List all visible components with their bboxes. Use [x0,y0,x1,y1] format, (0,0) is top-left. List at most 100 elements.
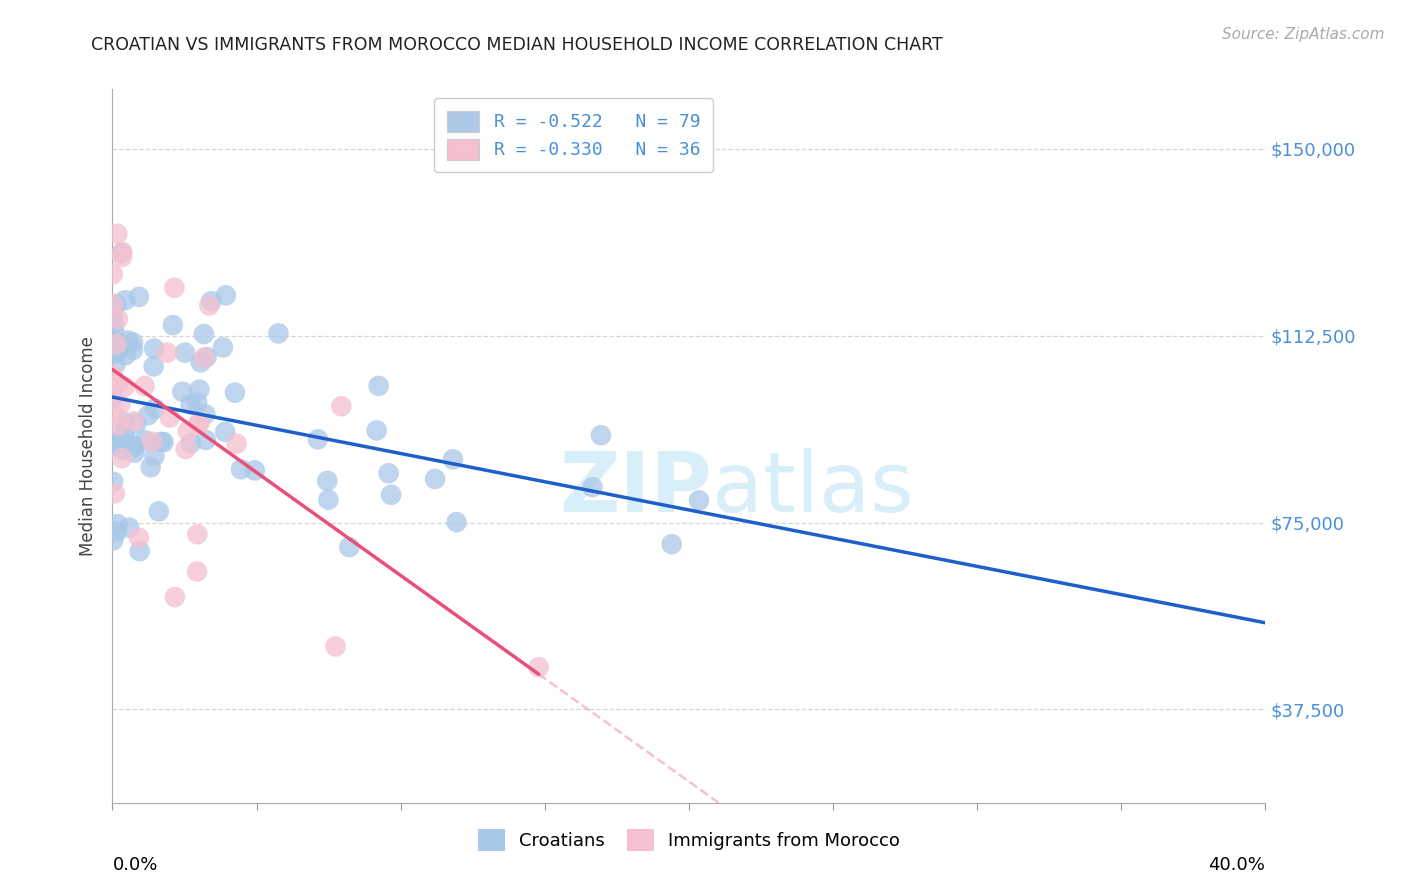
Point [110,246,132,260]
Point [267,326,290,341]
Point [105,227,128,241]
Point [104,486,127,500]
Point [143,401,166,416]
Point [118,520,141,534]
Point [103,533,125,548]
Point [128,290,150,304]
Point [114,426,136,441]
Point [180,436,202,450]
Point [103,346,125,360]
Point [186,565,208,579]
Point [101,297,124,311]
Point [134,379,156,393]
Point [174,442,197,456]
Point [103,435,125,450]
Point [114,416,136,430]
Point [104,440,127,454]
Point [212,340,235,354]
Point [114,380,136,394]
Point [188,417,211,431]
Point [122,335,145,350]
Point [224,385,246,400]
Point [111,245,134,260]
Point [380,488,402,502]
Point [441,452,464,467]
Text: Source: ZipAtlas.com: Source: ZipAtlas.com [1222,27,1385,42]
Point [111,250,134,264]
Point [688,493,710,508]
Y-axis label: Median Household Income: Median Household Income [79,336,97,556]
Point [337,540,360,554]
Text: CROATIAN VS IMMIGRANTS FROM MOROCCO MEDIAN HOUSEHOLD INCOME CORRELATION CHART: CROATIAN VS IMMIGRANTS FROM MOROCCO MEDI… [91,36,943,54]
Point [186,395,208,409]
Point [193,327,215,342]
Point [152,435,174,450]
Point [107,376,129,391]
Point [111,443,134,458]
Point [177,425,200,439]
Point [229,462,252,476]
Point [128,531,150,545]
Point [225,436,247,450]
Point [589,428,612,442]
Point [142,359,165,374]
Point [141,434,163,449]
Point [188,383,211,397]
Point [194,408,217,422]
Point [215,288,238,302]
Point [108,339,131,353]
Point [143,342,166,356]
Point [122,438,145,452]
Point [186,527,208,541]
Point [143,449,166,463]
Point [243,463,266,477]
Point [163,590,186,604]
Point [198,299,221,313]
Point [180,398,202,412]
Point [101,368,124,383]
Point [136,409,159,423]
Text: 0.0%: 0.0% [112,856,157,874]
Point [195,350,218,364]
Point [330,399,353,413]
Point [128,544,150,558]
Point [105,524,128,539]
Point [107,517,129,532]
Point [174,345,197,359]
Point [104,358,127,372]
Point [105,297,128,311]
Point [103,408,125,422]
Text: 40.0%: 40.0% [1209,856,1265,874]
Point [101,392,124,406]
Point [148,504,170,518]
Point [156,345,179,359]
Point [423,472,446,486]
Point [325,640,347,654]
Point [124,446,146,460]
Point [122,343,145,357]
Point [110,398,132,412]
Point [103,326,125,340]
Point [194,433,217,447]
Point [139,460,162,475]
Point [200,294,222,309]
Point [134,433,156,447]
Point [367,379,389,393]
Point [103,475,125,489]
Point [105,344,128,359]
Point [107,312,129,326]
Point [159,410,181,425]
Point [111,451,134,466]
Point [527,660,550,674]
Point [101,380,124,394]
Point [581,480,603,494]
Point [661,537,683,551]
Text: ZIP: ZIP [560,449,711,529]
Point [114,348,136,362]
Point [105,337,128,351]
Point [162,318,184,332]
Point [114,293,136,308]
Point [366,424,388,438]
Point [150,434,173,449]
Point [101,267,124,281]
